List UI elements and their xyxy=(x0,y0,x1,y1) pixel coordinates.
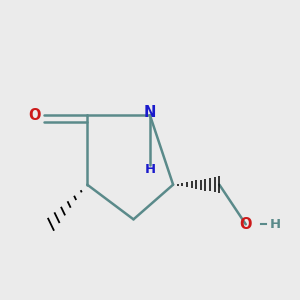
Text: H: H xyxy=(270,218,281,231)
Text: H: H xyxy=(144,163,156,176)
Text: N: N xyxy=(144,105,156,120)
Text: O: O xyxy=(28,108,41,123)
Text: O: O xyxy=(239,217,252,232)
